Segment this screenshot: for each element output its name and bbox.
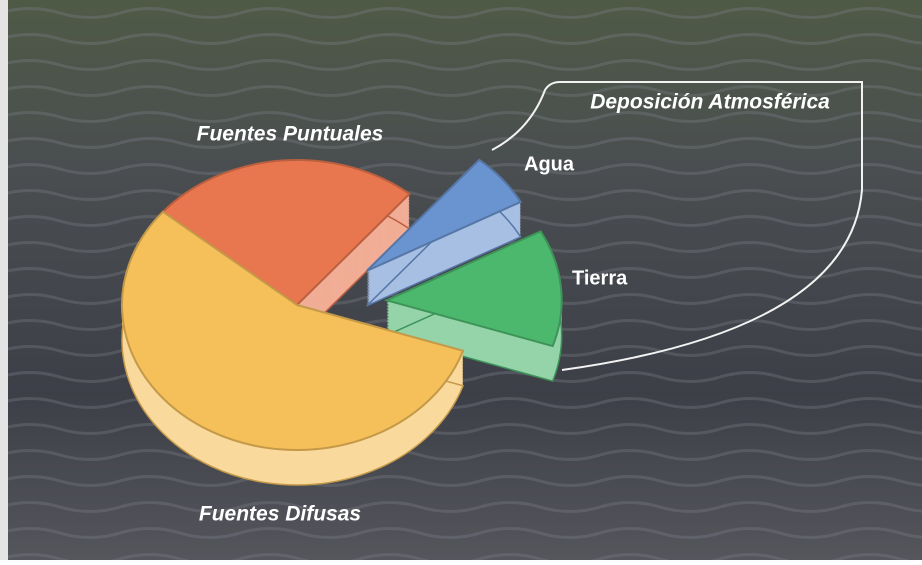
slice-label: Fuentes Puntuales xyxy=(197,123,384,146)
page: Deposición Atmosférica Fuentes Puntuales… xyxy=(0,0,922,560)
left-strip xyxy=(0,0,8,560)
annotation: Deposición Atmosférica xyxy=(590,91,830,114)
slice-label: Fuentes Difusas xyxy=(199,503,361,526)
slice-label: Tierra xyxy=(572,267,628,289)
slice-label: Agua xyxy=(524,153,575,175)
chart: Deposición Atmosférica Fuentes Puntuales… xyxy=(0,0,922,560)
